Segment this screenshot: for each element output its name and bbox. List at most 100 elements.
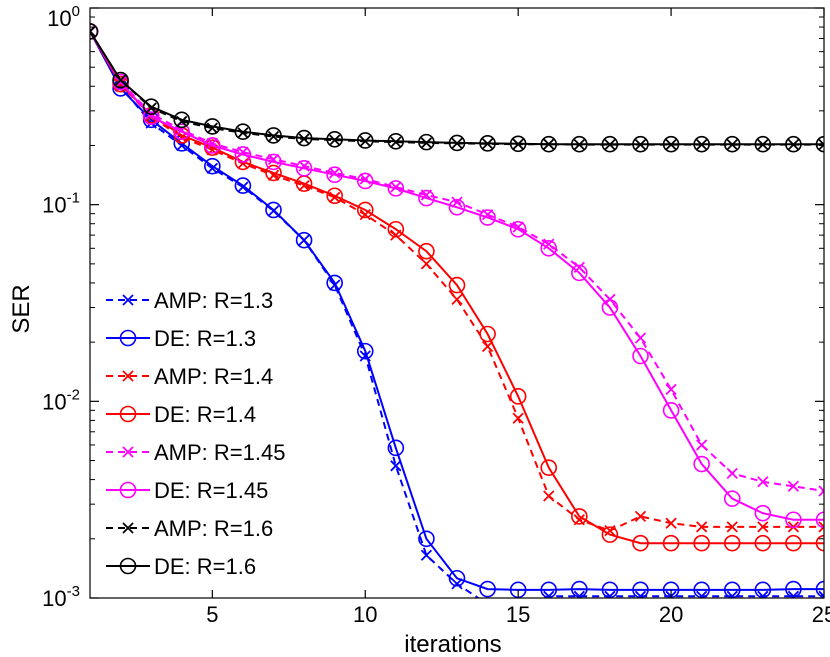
y-tick-label: 10-2 [42, 386, 80, 414]
series-line [90, 30, 824, 521]
data-point [785, 534, 802, 552]
x-tick-label: 25 [812, 602, 830, 627]
series-8 [90, 23, 824, 153]
data-point [237, 127, 249, 139]
plot-frame [89, 7, 825, 599]
legend-label: AMP: R=1.4 [154, 364, 273, 389]
data-point [787, 480, 800, 492]
legend-label: DE: R=1.3 [154, 326, 256, 351]
series-layer [90, 23, 824, 609]
data-point [754, 534, 772, 552]
data-point [356, 342, 374, 360]
x-tick-label: 10 [353, 602, 377, 627]
y-tick-label: 100 [47, 3, 80, 31]
data-point [90, 25, 96, 38]
legend-label: DE: R=1.6 [154, 554, 256, 579]
data-point [604, 590, 616, 598]
data-point [206, 162, 218, 174]
data-point [265, 201, 282, 219]
data-point [723, 534, 741, 552]
data-point [451, 293, 463, 305]
data-point [571, 508, 588, 525]
data-point [693, 135, 710, 153]
legend-marker [122, 522, 134, 534]
data-point [483, 599, 493, 609]
legend-marker [119, 329, 137, 347]
legend: AMP: R=1.3 DE: R=1.3 AMP: R=1.4 DE: R=1.4 AM… [106, 288, 285, 579]
data-point [267, 130, 280, 143]
x-axis-label: iterations [404, 631, 501, 657]
data-point [543, 590, 555, 598]
data-point [693, 581, 710, 598]
data-point [693, 534, 710, 552]
legend-label: AMP: R=1.45 [154, 440, 285, 465]
data-point [818, 521, 824, 533]
data-point [726, 521, 738, 533]
data-point [723, 135, 741, 153]
data-point [815, 534, 824, 552]
data-point [634, 590, 647, 598]
series-line [90, 30, 824, 146]
data-point [632, 534, 649, 552]
legend-marker [122, 370, 134, 382]
x-tick-label: 15 [506, 602, 530, 627]
series-line [90, 30, 824, 146]
data-point [601, 526, 619, 543]
data-point [204, 137, 221, 154]
data-point [512, 412, 524, 424]
data-point [356, 201, 374, 219]
data-point [142, 98, 160, 115]
data-point [571, 135, 588, 153]
series-line [90, 30, 824, 545]
data-point [634, 332, 647, 344]
legend-marker [119, 405, 137, 423]
data-point [204, 157, 221, 175]
x-tick-label: 20 [659, 602, 683, 627]
data-point [757, 521, 769, 533]
data-point [757, 590, 769, 598]
data-point [448, 198, 466, 216]
legend-item: DE: R=1.4 [106, 402, 256, 427]
data-point [448, 276, 466, 294]
data-point [418, 242, 435, 260]
x-tick-label: 5 [206, 602, 218, 627]
legend-item: DE: R=1.6 [106, 554, 256, 579]
legend-item: DE: R=1.3 [106, 326, 256, 351]
data-point [785, 135, 802, 153]
data-point [509, 135, 527, 153]
data-point [662, 135, 680, 153]
data-point [785, 511, 802, 529]
data-point [479, 135, 496, 152]
data-point [632, 581, 649, 598]
legend-item: AMP: R=1.4 [106, 364, 273, 389]
data-point [418, 133, 435, 151]
data-point [815, 135, 824, 153]
data-point [785, 580, 802, 598]
data-point [390, 460, 402, 472]
data-point [662, 534, 680, 552]
data-point [234, 177, 252, 194]
data-point [326, 187, 343, 205]
legend-label: AMP: R=1.6 [154, 516, 273, 541]
data-point [234, 123, 252, 140]
data-point [265, 164, 282, 182]
data-point [571, 264, 588, 282]
legend-marker [119, 557, 137, 575]
data-point [387, 220, 405, 238]
data-point [387, 132, 405, 150]
data-point [418, 530, 435, 548]
data-point [632, 135, 649, 153]
data-point [634, 510, 647, 523]
data-point [509, 220, 527, 238]
data-point [479, 580, 496, 598]
data-point [818, 138, 824, 151]
data-point [509, 388, 527, 405]
series-6 [90, 23, 824, 529]
data-point [420, 258, 433, 270]
legend-marker [122, 446, 134, 458]
legend-label: DE: R=1.45 [154, 478, 268, 503]
legend-item: DE: R=1.45 [106, 478, 268, 503]
data-point [387, 439, 405, 457]
data-point [632, 347, 649, 365]
